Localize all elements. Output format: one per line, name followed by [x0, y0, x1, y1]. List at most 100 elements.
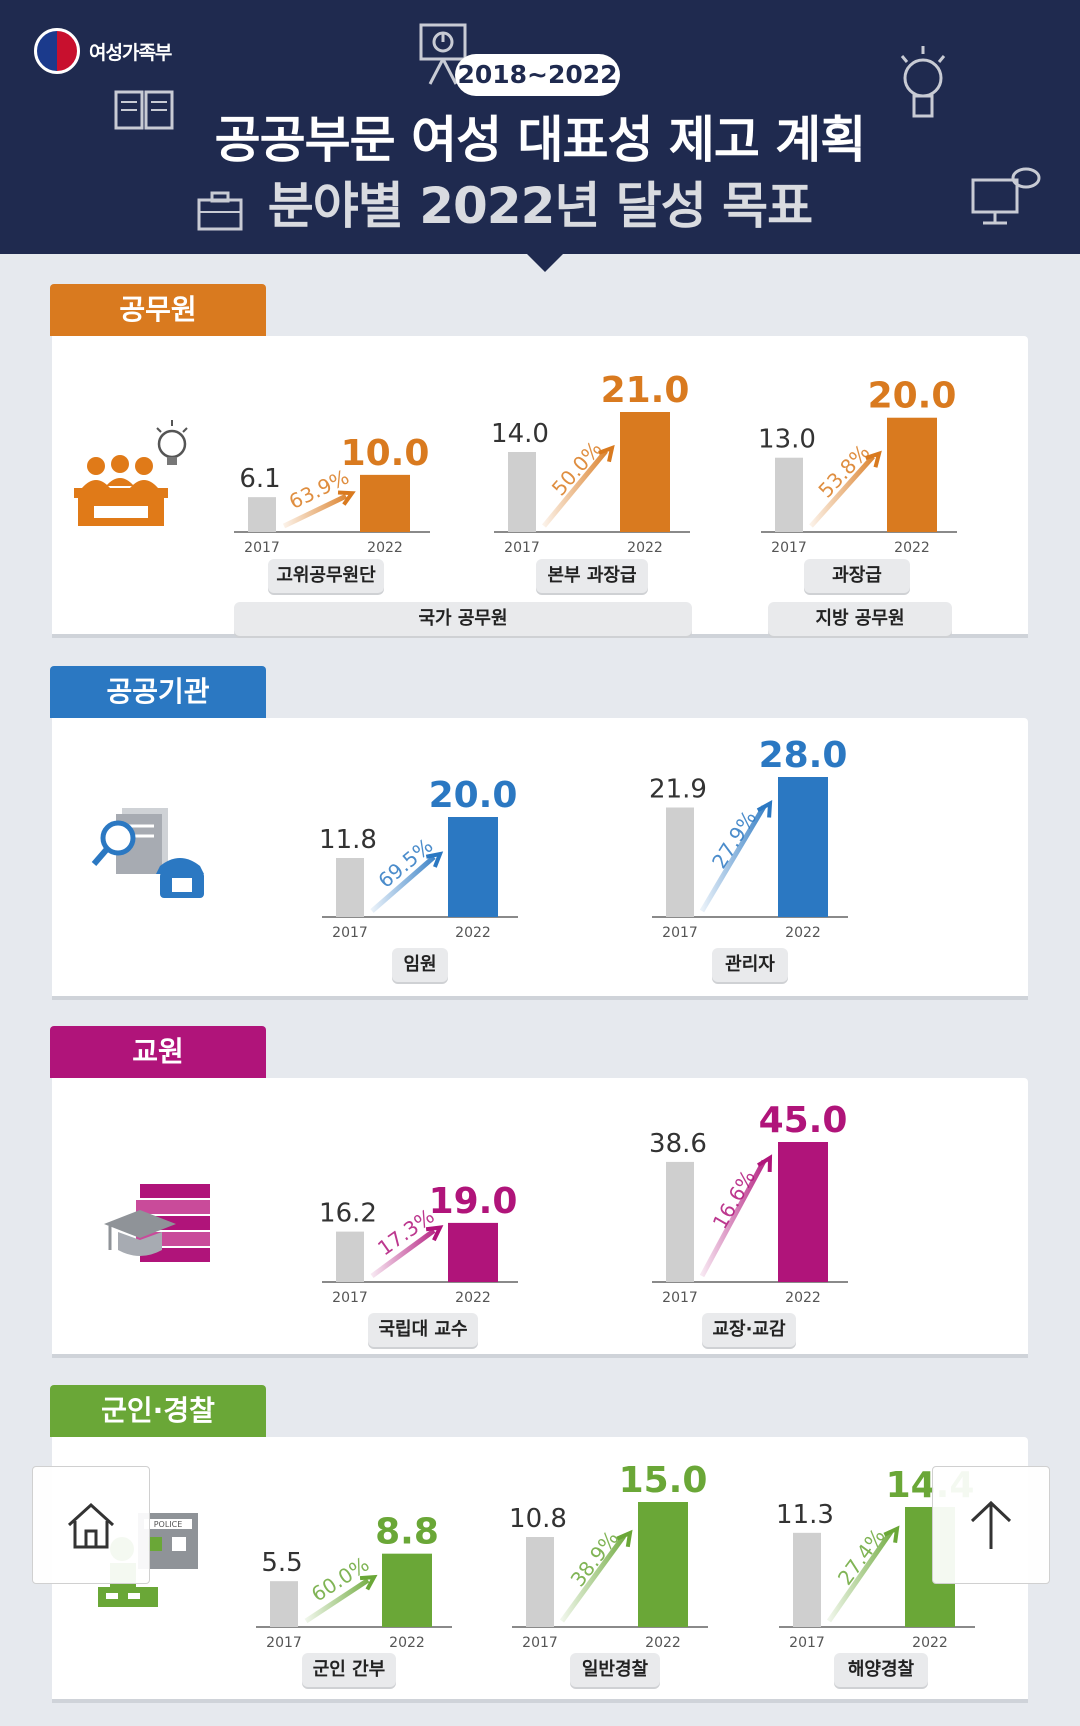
- value-label-2017: 14.0: [491, 419, 549, 449]
- x-tick-label: 2022: [645, 1635, 681, 1651]
- x-tick-label: 2017: [771, 540, 807, 556]
- chart-general-police: 10.8 15.0 38.9% 2017 2022: [509, 1460, 708, 1651]
- x-tick-label: 2022: [912, 1635, 948, 1651]
- label-managers: 관리자: [712, 948, 788, 982]
- x-tick-label: 2017: [244, 540, 280, 556]
- growth-arrow: [304, 1578, 370, 1624]
- bar-2017: [666, 1161, 694, 1282]
- bar-2022: [778, 1142, 828, 1282]
- growth-arrow: [699, 1159, 767, 1278]
- growth-arrow-head: [757, 1154, 773, 1172]
- x-tick-label: 2017: [522, 1635, 558, 1651]
- x-tick-label: 2022: [455, 1290, 491, 1306]
- computer-chat-icon: [971, 167, 1041, 225]
- growth-arrow-head: [598, 444, 615, 463]
- bar-2022: [887, 417, 937, 532]
- value-label-2022: 20.0: [429, 775, 518, 816]
- value-label-2017: 21.9: [649, 775, 707, 805]
- section-panel-public-institutions: [52, 718, 1028, 996]
- bar-2022: [360, 474, 410, 532]
- growth-rate-label: 53.8%: [813, 440, 874, 503]
- bar-2017: [508, 452, 536, 532]
- bar-2022: [778, 777, 828, 917]
- value-label-2017: 6.1: [239, 464, 280, 494]
- value-label-2022: 28.0: [759, 735, 848, 776]
- growth-arrow-head: [865, 450, 882, 468]
- x-tick-label: 2022: [785, 1290, 821, 1306]
- x-tick-label: 2017: [332, 1290, 368, 1306]
- lightbulb-icon: [900, 46, 946, 118]
- briefcase-icon: [197, 191, 243, 231]
- growth-rate-label: 50.0%: [547, 437, 607, 501]
- chart-hq-division-director: 14.0 21.0 50.0% 2017 2022: [491, 370, 690, 556]
- growth-arrow-head: [616, 1529, 633, 1548]
- value-label-2022: 10.0: [341, 433, 430, 474]
- x-tick-label: 2022: [455, 925, 491, 941]
- bar-2022: [448, 1222, 498, 1282]
- officials-at-desk-icon: [74, 420, 188, 526]
- growth-rate-label: 27.4%: [833, 1524, 890, 1589]
- growth-arrow-head: [883, 1525, 900, 1543]
- growth-arrow: [809, 455, 875, 528]
- books-graduation-cap-icon: [104, 1184, 210, 1262]
- value-label-2017: 11.8: [319, 825, 377, 855]
- value-label-2017: 13.0: [758, 425, 816, 455]
- growth-rate-label: 38.9%: [566, 1526, 624, 1591]
- home-icon: [67, 1502, 115, 1549]
- bar-2022: [638, 1502, 688, 1627]
- growth-rate-label: 16.6%: [708, 1166, 760, 1233]
- page-subtitle: 분야별 2022년 달성 목표: [267, 177, 813, 235]
- bar-2017: [793, 1532, 821, 1627]
- label-senior-civil-service: 고위공무원단: [268, 559, 384, 593]
- bar-2017: [248, 497, 276, 532]
- value-label-2017: 11.3: [776, 1500, 834, 1530]
- section-tab-teachers: 교원: [50, 1026, 266, 1078]
- period-badge: 2018~2022: [455, 54, 620, 96]
- scroll-top-button[interactable]: [932, 1466, 1050, 1584]
- x-tick-label: 2022: [627, 540, 663, 556]
- growth-arrow: [282, 493, 348, 529]
- growth-arrow-head: [425, 1225, 444, 1242]
- value-label-2022: 19.0: [429, 1181, 518, 1222]
- growth-arrow: [559, 1534, 627, 1623]
- x-tick-label: 2017: [266, 1635, 302, 1651]
- bar-2017: [666, 807, 694, 917]
- section-tab-military-police: 군인·경찰: [50, 1385, 266, 1437]
- growth-arrow-head: [337, 490, 356, 506]
- bar-2022: [448, 817, 498, 917]
- book-icon: [114, 90, 174, 130]
- growth-arrow: [826, 1530, 894, 1623]
- value-label-2017: 16.2: [319, 1199, 377, 1229]
- label-local-division-director: 과장급: [804, 559, 910, 593]
- bar-2017: [270, 1581, 298, 1627]
- value-label-2022: 20.0: [868, 376, 957, 417]
- value-label-2022: 21.0: [601, 370, 690, 411]
- x-tick-label: 2022: [785, 925, 821, 941]
- value-label-2022: 8.8: [375, 1512, 439, 1553]
- value-label-2022: 15.0: [619, 1460, 708, 1501]
- chart-military-officers: 5.58.860.0%2017 2022: [256, 1512, 452, 1651]
- growth-arrow-head: [425, 851, 444, 868]
- bar-2017: [336, 858, 364, 917]
- arrow-up-icon: [970, 1500, 1012, 1549]
- group-local-officials: 지방 공무원: [768, 602, 952, 636]
- page-title: 공공부문 여성 대표성 제고 계획: [214, 111, 867, 169]
- chart-national-univ-professors: 16.2 19.017.3%2017 2022: [319, 1181, 518, 1306]
- bar-2022: [620, 412, 670, 532]
- group-national-officials: 국가 공무원: [234, 602, 692, 636]
- bar-2017: [336, 1231, 364, 1282]
- bar-2022: [382, 1553, 432, 1627]
- x-tick-label: 2017: [662, 925, 698, 941]
- value-label-2022: 45.0: [759, 1100, 848, 1141]
- document-search-phone-icon: [91, 808, 204, 898]
- ministry-logo: 여성가족부: [34, 28, 172, 74]
- presentation-board-icon: [419, 23, 467, 85]
- chart-executives: 11.820.069.5%2017 2022: [319, 775, 518, 941]
- value-label-2017: 38.6: [649, 1129, 707, 1159]
- growth-arrow: [370, 855, 436, 913]
- svg-text:POLICE: POLICE: [154, 1520, 183, 1529]
- x-tick-label: 2022: [367, 540, 403, 556]
- label-hq-division-director: 본부 과장급: [536, 559, 648, 593]
- home-button[interactable]: [32, 1466, 150, 1584]
- chart-managers: 21.9 28.0 27.9% 2017 2022: [649, 735, 848, 941]
